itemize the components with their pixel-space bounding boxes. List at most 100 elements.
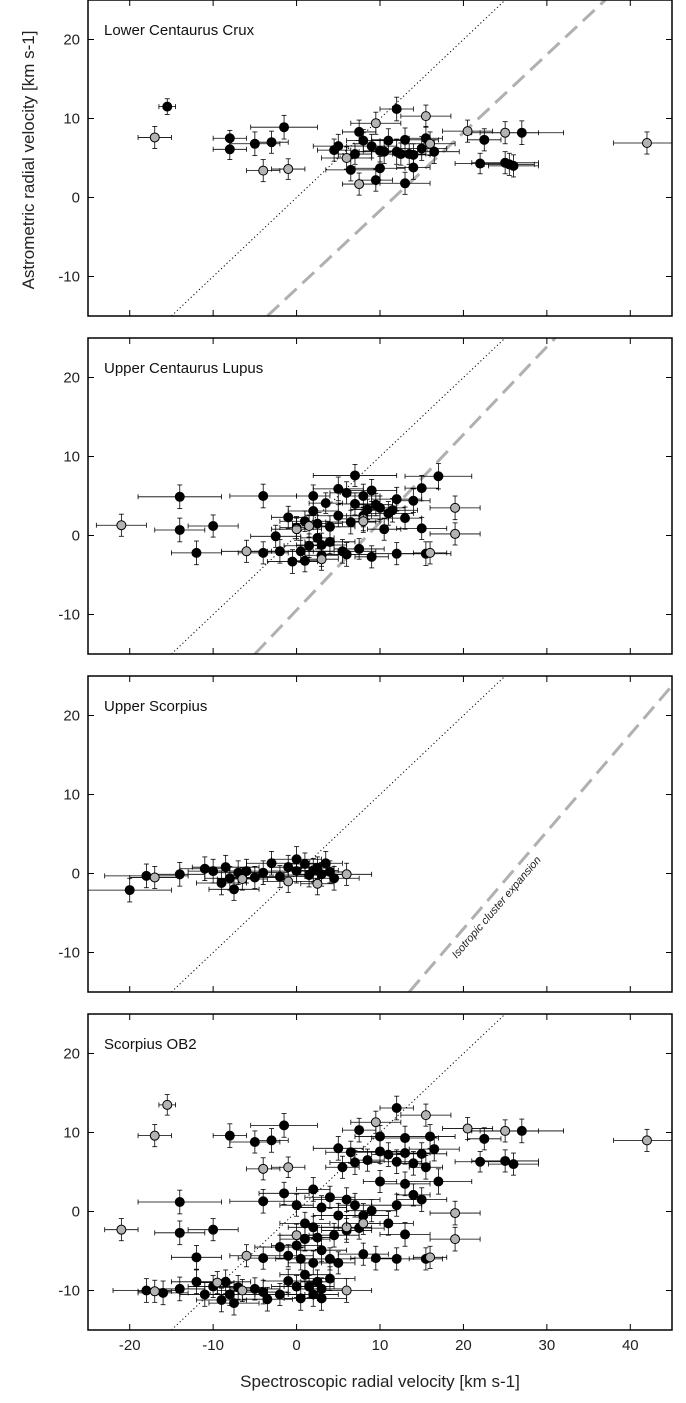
point-marker (312, 878, 323, 889)
point-marker (208, 1224, 219, 1235)
point-marker (308, 1184, 319, 1195)
point-marker (229, 1298, 239, 1309)
point-marker (174, 524, 185, 535)
point-marker (358, 1249, 369, 1260)
data-point (396, 1151, 431, 1176)
data-point (137, 126, 172, 149)
data-point (137, 1124, 172, 1148)
y-tick-label: -10 (58, 607, 80, 624)
data-point (208, 877, 260, 901)
point-marker (237, 874, 248, 885)
point-marker (162, 101, 173, 112)
point-marker (279, 1188, 290, 1199)
point-marker (241, 546, 252, 557)
point-marker (349, 470, 360, 481)
data-point (112, 1278, 181, 1303)
panels: -10 0 10 20 Lower Centaurus Crux -10 0 10 20 Uppe… (58, 0, 673, 1354)
data-point (350, 1148, 385, 1172)
point-marker (324, 1273, 335, 1284)
data-point (467, 1127, 502, 1151)
one-to-one-line (171, 338, 506, 654)
point-marker (433, 471, 444, 482)
point-marker (354, 179, 365, 190)
point-marker (341, 549, 352, 560)
point-marker (162, 1099, 173, 1110)
point-marker (391, 548, 402, 559)
point-marker (258, 547, 269, 558)
annotation-label: Isotropic cluster expansion (450, 854, 544, 961)
data-point (250, 1113, 318, 1138)
point-marker (274, 1242, 285, 1253)
panel-frame (87, 0, 673, 317)
point-marker (116, 1224, 127, 1235)
point-marker (199, 863, 210, 874)
data-point (471, 121, 539, 145)
data-point (304, 529, 356, 555)
data-point (187, 514, 239, 538)
data-point (333, 538, 385, 560)
point-marker (299, 859, 310, 870)
panel-4: -20 -10 0 10 20 30 40 -10 0 10 20 Scorpius OB2 (58, 1013, 673, 1354)
data-point (250, 114, 318, 140)
point-marker (429, 1144, 440, 1155)
data-point (429, 1226, 481, 1252)
y-tick-label: 0 (72, 528, 80, 545)
data-point (212, 138, 247, 160)
point-marker (237, 1285, 248, 1296)
point-marker (191, 1276, 202, 1287)
point-marker (362, 1155, 373, 1166)
data-point (212, 129, 247, 147)
point-marker (283, 512, 294, 523)
data-point (350, 1110, 402, 1134)
point-marker (149, 1130, 160, 1141)
panel-title: Upper Scorpius (104, 698, 207, 715)
point-marker (316, 554, 327, 565)
one-to-one-line (171, 0, 506, 316)
point-marker (462, 126, 473, 137)
plot-area (137, 0, 672, 316)
point-marker (383, 1149, 394, 1160)
point-marker (345, 164, 356, 175)
panel-title: Scorpius OB2 (104, 1036, 197, 1053)
series-1 (137, 463, 473, 574)
y-tick-label: -10 (58, 269, 80, 286)
data-point (254, 1128, 289, 1153)
data-point (379, 1222, 431, 1247)
point-marker (191, 547, 202, 558)
point-marker (450, 528, 461, 539)
data-point (246, 159, 281, 183)
plot-area (95, 338, 557, 654)
panel-frame (87, 1013, 673, 1331)
point-marker (241, 1250, 252, 1261)
x-tick-label: 0 (292, 1337, 300, 1354)
data-point (379, 171, 431, 195)
data-point (396, 155, 431, 180)
point-marker (174, 1197, 185, 1208)
point-marker (283, 1276, 294, 1287)
point-marker (345, 1147, 356, 1158)
data-point (337, 1192, 373, 1218)
y-tick-label: 20 (63, 1046, 80, 1063)
data-point (488, 154, 539, 178)
data-point (429, 522, 481, 546)
plot-area (104, 1014, 672, 1330)
point-marker (258, 1196, 269, 1207)
data-point (471, 1149, 539, 1173)
x-tick-label: -10 (202, 1337, 224, 1354)
point-marker (387, 505, 398, 516)
point-marker (425, 138, 436, 149)
data-point (613, 131, 672, 155)
point-marker (283, 164, 294, 175)
x-tick-label: -20 (119, 1337, 141, 1354)
point-marker (420, 1162, 431, 1173)
data-point (396, 516, 448, 540)
panel-title: Lower Centaurus Crux (104, 22, 255, 39)
data-point (271, 858, 323, 884)
point-marker (358, 1218, 369, 1229)
panel-frame (87, 675, 673, 993)
data-point (354, 156, 406, 181)
point-marker (308, 506, 319, 517)
data-point (379, 1095, 414, 1121)
y-tick-label: -10 (58, 945, 80, 962)
point-marker (258, 1163, 269, 1174)
